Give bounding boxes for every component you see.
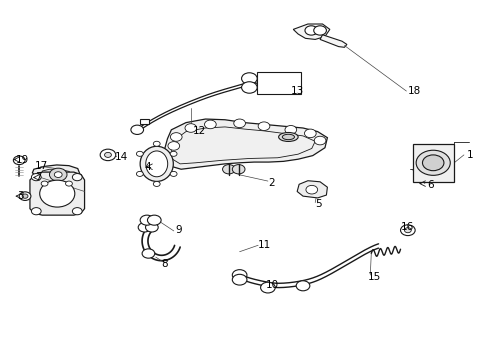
Circle shape xyxy=(142,249,155,258)
Circle shape xyxy=(72,208,82,215)
Circle shape xyxy=(232,165,244,174)
Text: 17: 17 xyxy=(35,161,48,171)
Bar xyxy=(412,144,453,182)
Circle shape xyxy=(233,119,245,128)
Circle shape xyxy=(404,228,410,233)
Circle shape xyxy=(305,185,317,194)
Circle shape xyxy=(232,270,246,280)
Text: 11: 11 xyxy=(258,240,271,250)
Circle shape xyxy=(138,223,151,232)
Text: 8: 8 xyxy=(161,259,168,269)
Circle shape xyxy=(49,168,67,181)
Circle shape xyxy=(170,133,182,141)
Text: 2: 2 xyxy=(267,177,274,188)
Text: 9: 9 xyxy=(175,225,182,235)
Circle shape xyxy=(241,82,257,93)
Text: 15: 15 xyxy=(367,272,380,282)
Circle shape xyxy=(136,151,143,156)
Circle shape xyxy=(41,181,48,186)
Text: 7: 7 xyxy=(35,172,41,183)
Circle shape xyxy=(285,126,296,134)
Polygon shape xyxy=(162,119,327,169)
Circle shape xyxy=(104,152,111,157)
Text: 19: 19 xyxy=(15,154,28,165)
Circle shape xyxy=(22,194,28,198)
Circle shape xyxy=(314,136,325,145)
Text: 18: 18 xyxy=(407,86,420,96)
Circle shape xyxy=(54,172,62,177)
Text: 6: 6 xyxy=(427,180,433,190)
Circle shape xyxy=(313,26,326,35)
Text: 14: 14 xyxy=(115,152,128,162)
Text: 13: 13 xyxy=(290,86,304,96)
Circle shape xyxy=(184,124,196,132)
Circle shape xyxy=(222,165,235,174)
Circle shape xyxy=(140,215,154,225)
Circle shape xyxy=(136,171,143,176)
Circle shape xyxy=(13,156,25,165)
Polygon shape xyxy=(297,181,327,198)
Circle shape xyxy=(422,155,443,171)
Circle shape xyxy=(170,151,177,156)
Polygon shape xyxy=(42,169,73,180)
Polygon shape xyxy=(32,165,80,182)
Ellipse shape xyxy=(145,151,167,177)
Circle shape xyxy=(31,174,41,181)
Circle shape xyxy=(100,149,116,161)
Text: 12: 12 xyxy=(192,126,205,135)
Circle shape xyxy=(31,208,41,215)
Circle shape xyxy=(72,174,82,181)
Circle shape xyxy=(241,73,257,84)
Text: 1: 1 xyxy=(466,150,472,160)
Circle shape xyxy=(145,223,158,232)
Bar xyxy=(140,119,149,125)
Circle shape xyxy=(258,122,269,131)
Circle shape xyxy=(260,282,275,293)
Circle shape xyxy=(147,215,161,225)
Circle shape xyxy=(415,150,449,175)
Circle shape xyxy=(400,225,414,235)
Circle shape xyxy=(65,181,72,186)
Circle shape xyxy=(296,281,309,291)
Ellipse shape xyxy=(40,180,75,207)
Text: 10: 10 xyxy=(265,280,278,290)
Circle shape xyxy=(232,274,246,285)
Text: 3: 3 xyxy=(17,191,23,201)
Text: 4: 4 xyxy=(144,162,151,172)
Circle shape xyxy=(204,120,216,129)
Polygon shape xyxy=(30,172,84,215)
Polygon shape xyxy=(293,24,329,40)
Circle shape xyxy=(153,141,160,146)
Text: 5: 5 xyxy=(315,199,321,210)
Bar xyxy=(256,72,300,94)
Ellipse shape xyxy=(282,134,294,140)
Text: 16: 16 xyxy=(400,222,413,232)
Circle shape xyxy=(153,181,160,186)
Circle shape xyxy=(19,192,31,201)
Ellipse shape xyxy=(140,146,173,181)
Circle shape xyxy=(131,125,143,134)
Circle shape xyxy=(305,26,317,35)
Polygon shape xyxy=(320,35,346,47)
Ellipse shape xyxy=(278,132,298,141)
Circle shape xyxy=(167,141,179,150)
Circle shape xyxy=(170,171,177,176)
Circle shape xyxy=(304,129,316,138)
